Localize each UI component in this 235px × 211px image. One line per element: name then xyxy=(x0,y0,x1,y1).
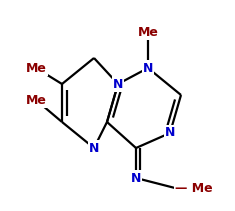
Text: Me: Me xyxy=(137,26,158,38)
Text: N: N xyxy=(143,61,153,74)
Text: N: N xyxy=(131,172,141,184)
Text: N: N xyxy=(89,142,99,154)
Text: — Me: — Me xyxy=(175,181,213,195)
Text: Me: Me xyxy=(26,93,47,107)
Text: N: N xyxy=(165,127,175,139)
Text: N: N xyxy=(113,77,123,91)
Text: Me: Me xyxy=(26,61,47,74)
